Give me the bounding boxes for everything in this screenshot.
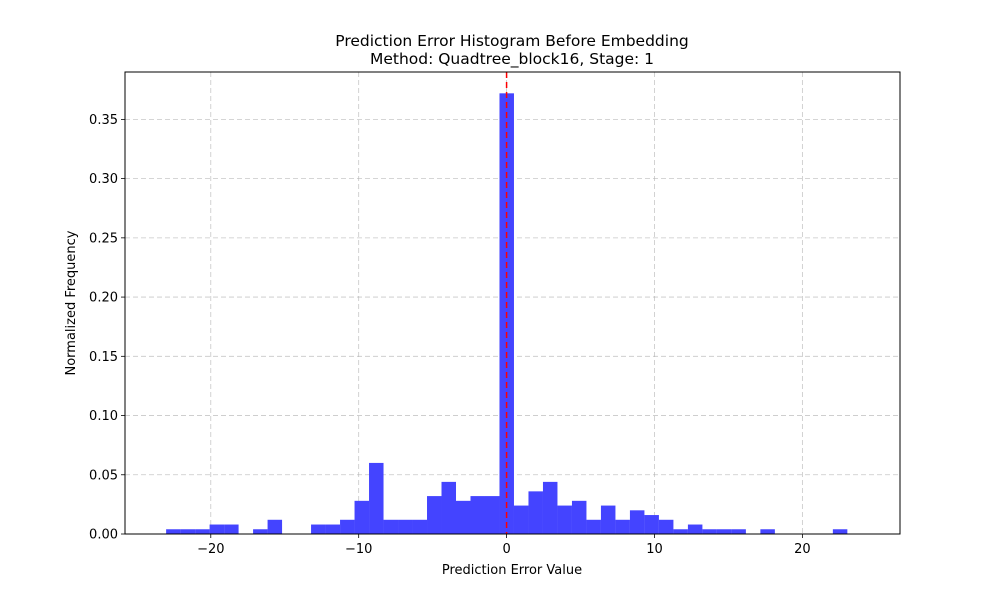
x-axis-label: Prediction Error Value: [442, 563, 582, 578]
histogram-bar: [629, 510, 645, 534]
y-tick-label: 0.25: [89, 231, 118, 246]
y-tick-label: 0.30: [89, 172, 118, 187]
x-tick-label: 20: [794, 542, 811, 557]
histogram-bar: [600, 505, 616, 534]
histogram-bar: [398, 519, 413, 534]
y-tick-label: 0.15: [89, 350, 118, 365]
histogram-bar: [513, 505, 529, 534]
histogram-bar: [571, 500, 587, 534]
histogram-bar: [702, 529, 717, 534]
histogram-bar: [586, 519, 601, 534]
y-tick-label: 0.10: [89, 409, 118, 424]
y-tick-label: 0.05: [89, 468, 118, 483]
histogram-bar: [716, 529, 732, 534]
histogram-bar: [166, 529, 181, 534]
histogram-bar: [383, 519, 399, 534]
histogram-bar: [760, 529, 775, 534]
histogram-bar: [311, 524, 326, 534]
histogram-bar: [253, 529, 268, 534]
histogram-bar: [369, 462, 384, 534]
y-axis-ticks: 0.00 0.05 0.10 0.15 0.20 0.25 0.30 0.35: [89, 113, 125, 543]
plot-frame: [124, 71, 901, 535]
histogram-bar: [195, 529, 210, 534]
y-axis-label: Normalized Frequency: [64, 230, 79, 375]
chart-title-line1: Prediction Error Histogram Before Embedd…: [335, 32, 689, 50]
histogram-bar: [224, 524, 239, 534]
x-tick-label: −20: [197, 542, 224, 557]
y-tick-label: 0.35: [89, 113, 118, 128]
y-tick-label: 0.00: [89, 528, 118, 543]
x-tick-label: −10: [345, 542, 372, 557]
histogram-bar: [180, 529, 196, 534]
histogram-bar: [267, 519, 283, 534]
histogram-bar: [557, 505, 572, 534]
histogram-bar: [832, 529, 848, 534]
histogram-bar: [615, 519, 630, 534]
histogram-bar: [412, 519, 428, 534]
y-tick-label: 0.20: [89, 291, 118, 306]
histogram-bar: [209, 524, 225, 534]
histogram-bar: [456, 500, 471, 534]
histogram-bar: [340, 519, 355, 534]
histogram-bar: [470, 496, 485, 534]
histogram-bar: [441, 481, 457, 534]
histogram-bars: [166, 93, 848, 535]
x-axis-ticks: −20 −10 0 10 20: [197, 534, 811, 557]
chart-title-line2: Method: Quadtree_block16, Stage: 1: [370, 50, 654, 69]
histogram-bar: [427, 496, 442, 534]
x-tick-label: 10: [646, 542, 663, 557]
histogram-bar: [325, 524, 341, 534]
histogram-bar: [687, 524, 703, 534]
histogram-bar: [731, 529, 746, 534]
x-tick-label: 0: [502, 542, 510, 557]
histogram-bar: [673, 529, 688, 534]
histogram-bar: [542, 481, 558, 534]
histogram-bar: [658, 519, 674, 534]
histogram-bar: [354, 500, 370, 534]
histogram-bar: [484, 496, 500, 534]
histogram-bar: [528, 491, 543, 534]
histogram-bar: [644, 515, 659, 534]
